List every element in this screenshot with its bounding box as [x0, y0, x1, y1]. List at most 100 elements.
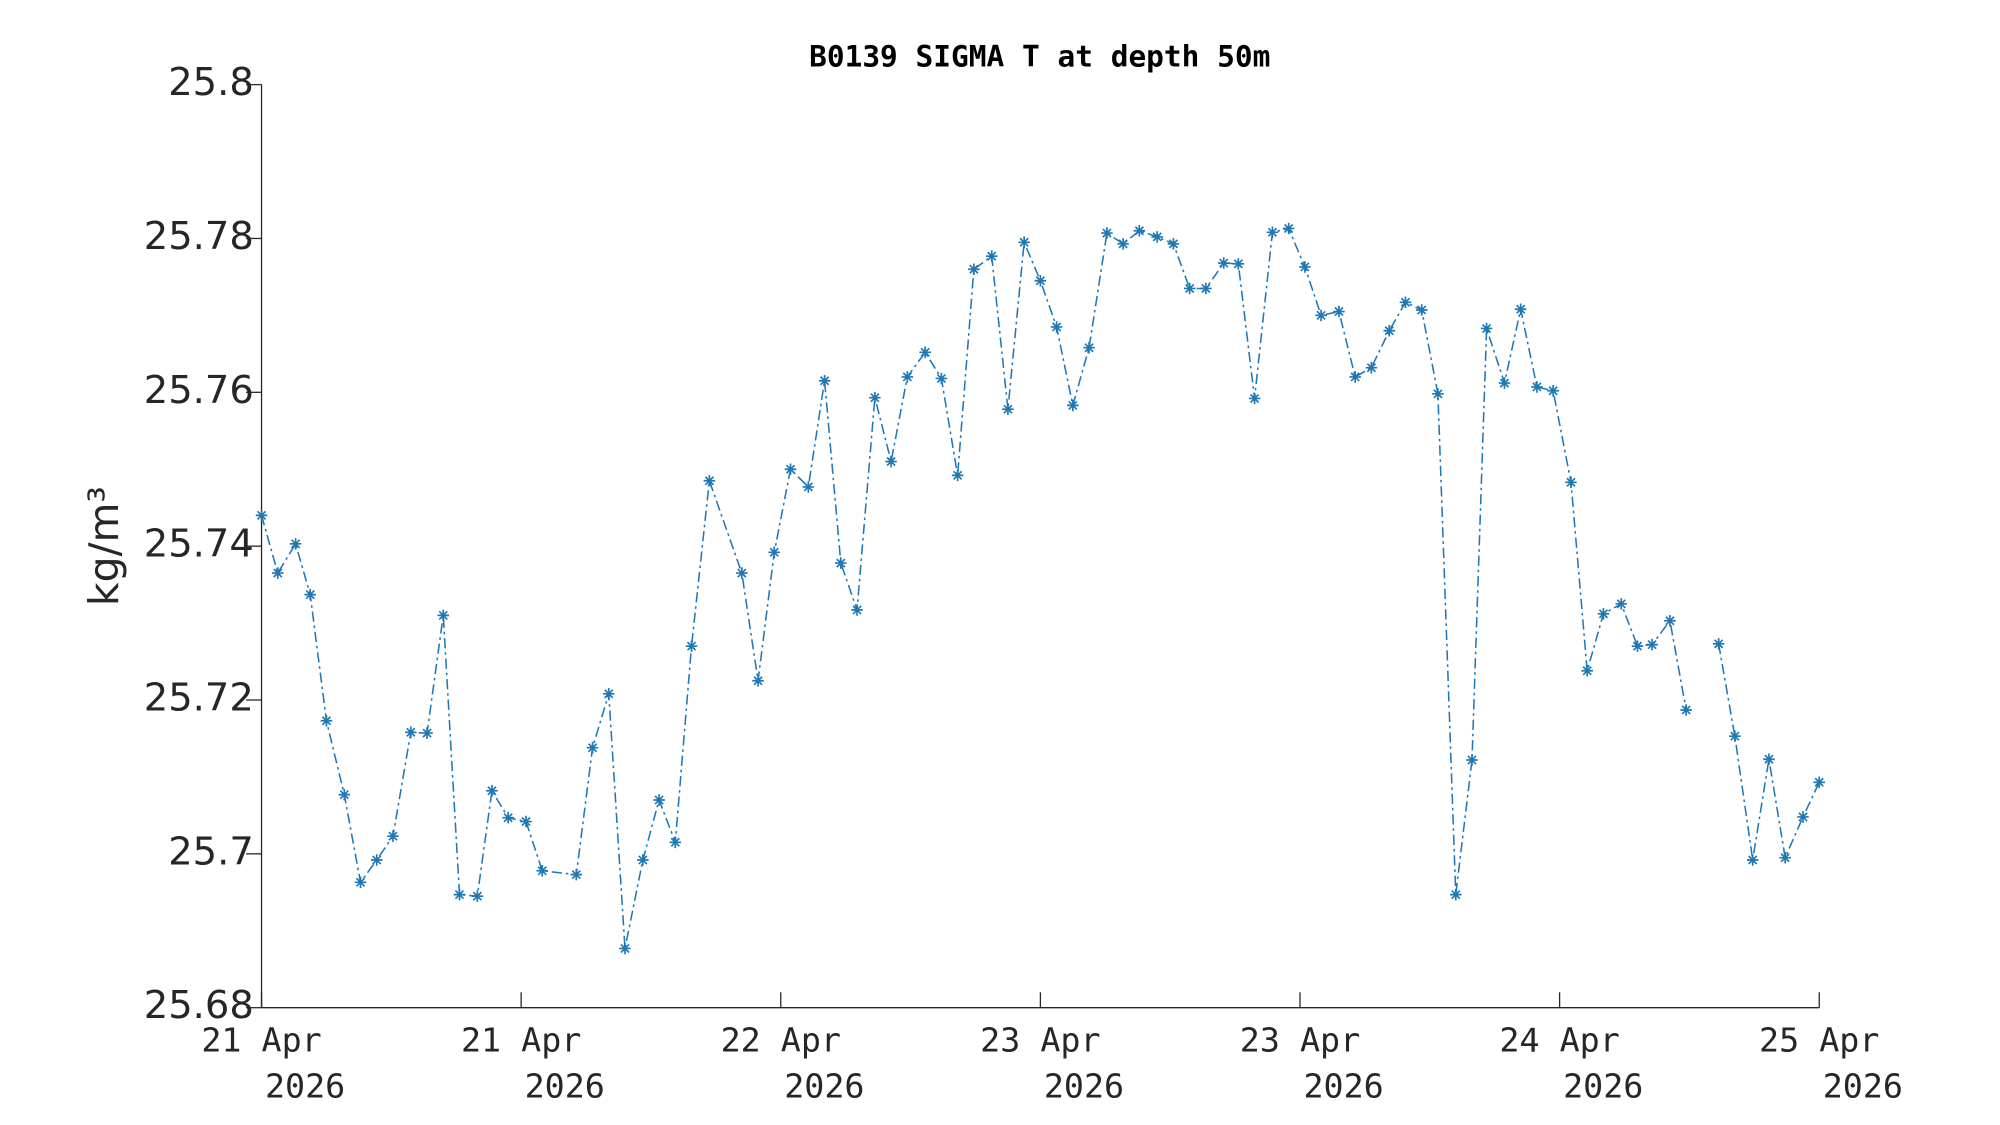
data-marker	[1200, 282, 1212, 295]
data-marker	[304, 588, 316, 601]
data-marker	[802, 481, 815, 493]
data-marker	[1232, 258, 1245, 270]
x-tick-label: 2026	[1563, 1066, 1643, 1105]
data-marker	[387, 830, 399, 842]
data-marker	[1514, 303, 1527, 315]
chart-title: B0139 SIGMA T at depth 50m	[809, 40, 1270, 74]
data-marker	[985, 250, 998, 262]
data-marker	[1034, 275, 1047, 287]
data-marker	[1547, 385, 1559, 397]
data-marker	[752, 675, 764, 687]
data-marker	[669, 836, 682, 849]
y-tick-label: 25.76	[144, 368, 254, 413]
data-marker	[1167, 238, 1180, 250]
data-marker	[1597, 608, 1610, 620]
data-marker	[1383, 325, 1396, 337]
data-marker	[885, 455, 897, 468]
data-marker	[421, 727, 433, 739]
data-marker	[653, 794, 665, 806]
data-marker	[320, 715, 333, 727]
data-marker	[1299, 261, 1311, 273]
data-marker	[255, 509, 268, 522]
data-marker	[437, 609, 450, 622]
data-marker	[919, 346, 931, 359]
data-marker	[471, 890, 484, 902]
data-marker	[1067, 399, 1079, 412]
data-marker	[1729, 730, 1741, 742]
data-marker	[1664, 615, 1676, 627]
data-marker	[1282, 222, 1295, 235]
data-marker	[869, 391, 881, 404]
data-marker	[784, 463, 797, 476]
data-marker	[405, 726, 417, 739]
data-marker	[703, 475, 716, 487]
y-tick-label: 25.68	[144, 983, 254, 1028]
data-marker	[637, 854, 649, 866]
data-marker	[271, 567, 284, 579]
data-marker	[1680, 704, 1692, 716]
y-tick-label: 25.7	[168, 829, 254, 874]
data-marker	[1797, 811, 1809, 823]
data-marker	[486, 785, 498, 797]
data-marker	[1779, 851, 1791, 864]
data-marker	[536, 865, 549, 877]
x-tick-label: 23 Apr	[980, 1020, 1100, 1059]
data-marker	[1083, 341, 1095, 354]
data-marker	[1531, 381, 1543, 393]
data-marker	[1151, 231, 1163, 243]
x-tick-label: 24 Apr	[1499, 1020, 1619, 1059]
y-tick-label: 25.8	[168, 60, 254, 105]
data-marker	[1183, 282, 1196, 295]
data-marker	[289, 538, 302, 550]
data-marker	[619, 942, 631, 955]
data-marker	[1646, 638, 1658, 651]
data-marker	[338, 788, 351, 801]
data-marker	[1018, 236, 1030, 249]
x-tick-label: 2026	[784, 1066, 864, 1105]
data-marker	[1117, 238, 1129, 250]
y-tick-label: 25.72	[144, 675, 254, 720]
data-marker	[1746, 854, 1759, 866]
data-marker	[1333, 305, 1345, 318]
data-marker	[570, 868, 583, 881]
x-tick-label: 2026	[265, 1066, 345, 1105]
data-marker	[603, 688, 615, 700]
data-marker	[851, 604, 863, 616]
x-tick-label: 2026	[1303, 1066, 1383, 1105]
x-tick-label: 2026	[1823, 1066, 1903, 1105]
x-tick-label: 21 Apr	[201, 1020, 321, 1059]
data-marker	[951, 469, 964, 482]
data-marker	[1480, 322, 1493, 335]
data-marker	[502, 811, 514, 824]
data-marker	[370, 854, 383, 866]
data-marker	[1763, 753, 1775, 766]
data-marker	[1565, 476, 1577, 489]
data-marker	[1432, 388, 1444, 400]
data-marker	[1581, 665, 1593, 677]
data-marker	[1349, 371, 1361, 383]
y-axis-label: kg/m³	[80, 486, 128, 606]
data-marker	[1002, 403, 1014, 415]
y-tick-label: 25.78	[144, 214, 254, 259]
data-marker	[818, 375, 831, 387]
data-marker	[1050, 321, 1063, 333]
data-marker	[1712, 638, 1725, 650]
data-marker	[354, 876, 367, 889]
data-marker	[736, 567, 748, 579]
data-marker	[1631, 640, 1644, 652]
data-marker	[1217, 257, 1230, 269]
data-marker	[586, 741, 599, 754]
y-tick-label: 25.74	[144, 522, 254, 567]
data-marker	[1466, 754, 1478, 766]
data-marker	[935, 372, 948, 385]
x-tick-label: 22 Apr	[721, 1020, 841, 1059]
data-marker	[835, 557, 847, 569]
data-marker	[1813, 776, 1826, 789]
data-marker	[1450, 888, 1462, 901]
data-marker	[453, 888, 466, 901]
data-marker	[1498, 377, 1511, 389]
x-tick-label: 23 Apr	[1240, 1020, 1360, 1059]
data-marker	[1266, 226, 1279, 239]
data-marker	[1315, 309, 1327, 322]
